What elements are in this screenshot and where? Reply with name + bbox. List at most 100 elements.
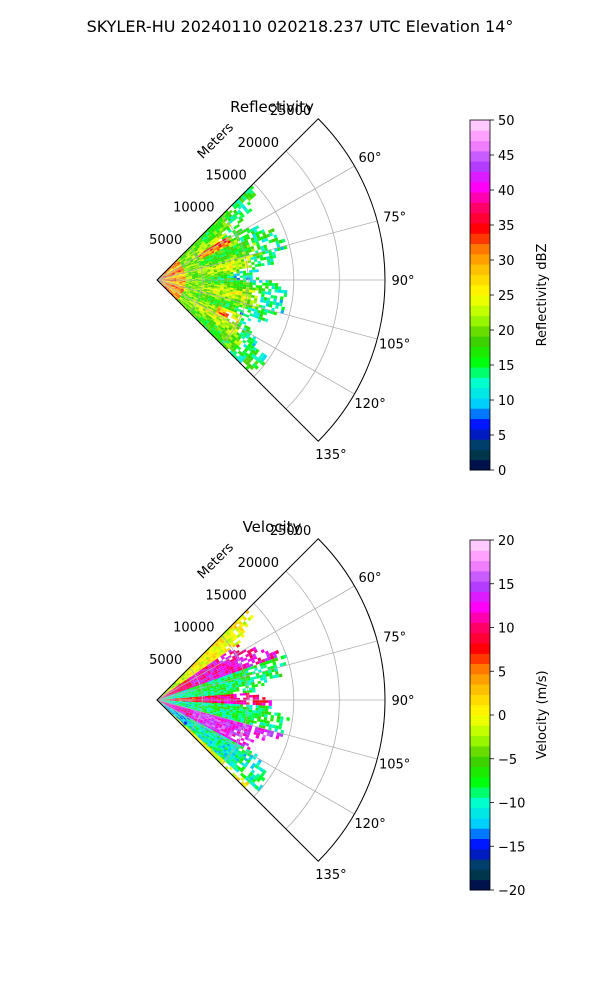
- data-cell: [240, 679, 245, 683]
- data-cell: [197, 270, 201, 273]
- data-cell: [182, 291, 187, 294]
- data-cell: [182, 281, 186, 283]
- data-cell: [182, 282, 186, 284]
- data-cell: [205, 713, 210, 716]
- data-cell: [228, 346, 233, 351]
- data-cell: [224, 308, 228, 312]
- data-cell: [211, 716, 216, 719]
- data-cell: [196, 712, 200, 715]
- data-cell: [259, 662, 264, 667]
- data-cell: [173, 288, 177, 291]
- data-cell: [220, 689, 224, 692]
- data-cell: [207, 271, 211, 274]
- data-cell: [238, 264, 243, 268]
- data-cell: [191, 282, 196, 285]
- data-cell: [219, 713, 223, 716]
- data-cell: [223, 729, 227, 733]
- panel-reflectivity: Reflectivity500010000150002000025000Mete…: [149, 98, 550, 479]
- data-cell: [169, 267, 172, 270]
- data-cell: [204, 701, 209, 703]
- data-cell: [253, 311, 258, 316]
- data-cell: [226, 686, 230, 690]
- data-cell: [184, 250, 188, 254]
- colorbar-band: [470, 859, 490, 870]
- data-cell: [163, 698, 167, 699]
- data-cell: [192, 281, 196, 284]
- angular-tick-label: 135°: [315, 448, 346, 463]
- data-cell: [163, 278, 167, 280]
- data-cell: [192, 292, 197, 295]
- data-cell: [213, 739, 218, 744]
- data-cell: [247, 257, 251, 261]
- data-cell: [207, 679, 212, 682]
- data-cell: [178, 695, 183, 697]
- data-cell: [203, 664, 207, 668]
- data-cell: [191, 244, 195, 248]
- data-cell: [214, 260, 219, 263]
- data-cell: [251, 248, 255, 252]
- data-cell: [205, 295, 209, 299]
- data-cell: [192, 676, 196, 680]
- data-cell: [213, 754, 218, 759]
- data-cell: [190, 680, 194, 683]
- data-cell: [241, 715, 245, 719]
- data-cell: [232, 739, 237, 743]
- data-cell: [210, 678, 215, 681]
- data-cell: [262, 697, 266, 700]
- data-cell: [172, 700, 177, 702]
- data-cell: [195, 263, 200, 267]
- data-cell: [255, 735, 260, 739]
- data-cell: [207, 282, 212, 285]
- data-cell: [208, 666, 213, 670]
- data-cell: [219, 684, 223, 687]
- data-cell: [182, 695, 186, 697]
- data-cell: [161, 693, 165, 697]
- data-cell: [182, 713, 186, 716]
- data-cell: [216, 741, 221, 746]
- data-cell: [235, 649, 240, 654]
- data-cell: [236, 702, 240, 705]
- data-cell: [181, 295, 185, 298]
- data-cell: [176, 289, 181, 292]
- data-cell: [224, 670, 229, 674]
- data-cell: [216, 735, 221, 739]
- data-cell: [233, 215, 239, 220]
- data-cell: [199, 243, 203, 247]
- data-cell: [212, 331, 217, 335]
- data-cell: [268, 672, 273, 677]
- data-cell: [247, 296, 252, 300]
- data-cell: [224, 734, 229, 739]
- data-cell: [206, 662, 210, 666]
- data-cell: [231, 250, 236, 254]
- data-cell: [271, 283, 276, 287]
- data-cell: [213, 300, 218, 303]
- data-cell: [233, 317, 238, 321]
- data-cell: [172, 280, 177, 282]
- data-cell: [191, 703, 196, 705]
- data-cell: [173, 708, 177, 711]
- data-cell: [185, 684, 190, 688]
- data-cell: [232, 709, 237, 713]
- data-cell: [222, 687, 227, 690]
- data-cell: [182, 265, 186, 268]
- data-cell: [204, 270, 208, 273]
- data-cell: [205, 246, 209, 250]
- data-cell: [208, 672, 212, 676]
- data-cell: [206, 676, 211, 680]
- data-cell: [235, 684, 239, 688]
- data-cell: [247, 363, 252, 368]
- colorbar-band: [470, 243, 490, 255]
- data-cell: [196, 245, 201, 249]
- data-cell: [204, 706, 208, 708]
- colorbar-tick-label: 15: [498, 359, 515, 374]
- data-cell: [230, 697, 234, 700]
- data-cell: [277, 289, 282, 294]
- data-cell: [220, 332, 224, 336]
- data-cell: [214, 651, 218, 656]
- data-cell: [193, 671, 197, 675]
- data-cell: [210, 307, 214, 311]
- data-cell: [248, 351, 254, 357]
- data-cell: [233, 667, 238, 671]
- data-cell: [267, 262, 271, 266]
- data-cell: [199, 685, 203, 688]
